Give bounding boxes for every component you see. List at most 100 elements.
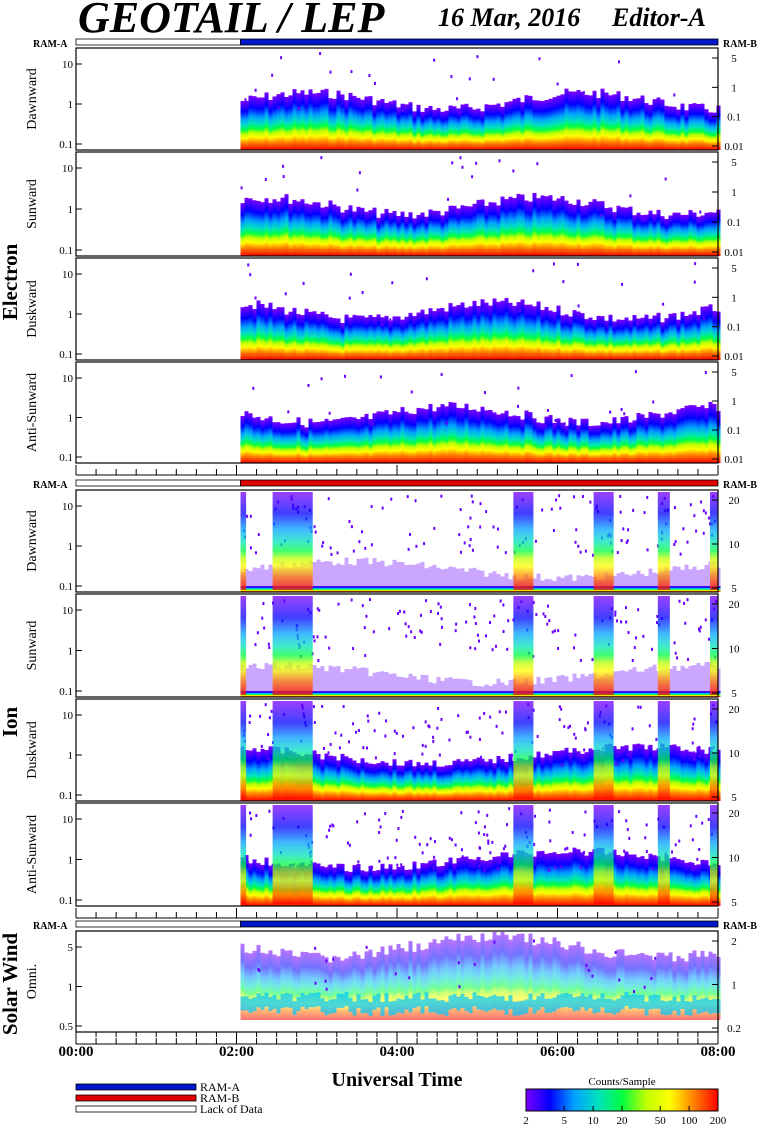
spectrogram-column (560, 691, 565, 697)
spectrogram-column (572, 847, 577, 906)
spectrogram-column (260, 420, 265, 463)
spectrogram-column (616, 855, 621, 906)
spectrogram-column (380, 317, 385, 360)
spectrogram-column (256, 863, 261, 906)
burst-feature (240, 492, 247, 590)
spectrogram-column (296, 956, 301, 1020)
spectrogram-column (252, 200, 257, 256)
spectrogram-column (556, 854, 561, 906)
scatter-dot (432, 735, 435, 739)
scatter-dot (692, 862, 695, 866)
spectrogram-column (248, 198, 253, 256)
panel-frame (75, 47, 719, 151)
x-axis-label: Universal Time (332, 1069, 463, 1091)
right-tick-label: 0.1 (727, 112, 741, 124)
spectrogram-column (484, 576, 489, 586)
spectrogram-column (640, 414, 645, 463)
spectrogram-column (248, 571, 253, 586)
scatter-dot (460, 550, 463, 554)
spectrogram-column (648, 667, 653, 691)
x-tick-label: 02:00 (219, 1044, 254, 1060)
panel-label: Sunward (25, 621, 40, 671)
spectrogram-column (448, 691, 453, 697)
scatter-dot (379, 825, 382, 829)
panel-label: Anti-Sunward (25, 373, 40, 452)
spectrogram-column (632, 420, 637, 463)
spectrogram-column (536, 586, 541, 592)
scatter-dot (542, 612, 545, 616)
spectrogram-column (628, 854, 633, 906)
scatter-dot (637, 608, 640, 612)
scatter-dot (332, 824, 335, 828)
scatter-dot (557, 646, 560, 650)
spectrogram-column (688, 314, 693, 360)
scatter-dot (626, 539, 629, 543)
scatter-dot (320, 377, 323, 381)
spectrogram-column (380, 411, 385, 463)
spectrogram-column (384, 993, 389, 1008)
scatter-dot (246, 514, 249, 518)
spectrogram-column (480, 691, 485, 697)
spectrogram-column (596, 315, 601, 360)
spectrogram-column (280, 948, 285, 1020)
spectrogram-column (392, 210, 397, 256)
spectrogram-column (372, 956, 377, 1020)
spectrogram-column (336, 863, 341, 906)
scatter-dot (403, 610, 406, 614)
spectrogram-column (548, 677, 553, 691)
spectrogram-column (576, 199, 581, 256)
scatter-dot (480, 755, 483, 759)
spectrogram-column (240, 100, 245, 150)
scatter-dot (398, 609, 401, 613)
scatter-dot (512, 169, 515, 173)
scatter-dot (356, 820, 359, 824)
left-tick-label: 0.1 (59, 452, 73, 464)
burst-feature (593, 596, 614, 695)
right-tick-label: 1 (731, 187, 737, 199)
scatter-dot (354, 730, 357, 734)
spectrogram-column (436, 691, 441, 697)
spectrogram-column (268, 865, 273, 906)
left-tick-label: 0.1 (59, 349, 73, 361)
spectrogram-column (376, 561, 381, 586)
scatter-dot (702, 316, 705, 320)
spectrogram-column (320, 759, 325, 801)
spectrogram-column (464, 103, 469, 150)
spectrogram-column (632, 667, 637, 691)
right-tick-label: 0.01 (724, 247, 743, 259)
spectrogram-column (472, 409, 477, 463)
scatter-dot (689, 503, 692, 507)
scatter-dot (393, 729, 396, 733)
left-tick-label: 10 (62, 814, 74, 826)
burst-feature (593, 701, 614, 799)
spectrogram-column (432, 760, 437, 801)
spectrogram-column (632, 854, 637, 906)
x-tick-label: 08:00 (701, 1044, 736, 1060)
spectrogram-column (432, 939, 437, 1020)
spectrogram-column (360, 958, 365, 1020)
left-tick-label: 10 (62, 710, 74, 722)
spectrogram-column (320, 89, 325, 150)
spectrogram-column (680, 103, 685, 150)
spectrogram-column (476, 691, 481, 697)
spectrogram-column (692, 103, 697, 150)
spectrogram-column (592, 999, 597, 1014)
spectrogram-column (392, 411, 397, 463)
spectrogram-column (484, 104, 489, 150)
scatter-dot (267, 642, 270, 646)
spectrogram-column (584, 319, 589, 360)
scatter-dot (429, 837, 432, 841)
spectrogram-column (652, 691, 657, 697)
spectrogram-column (608, 95, 613, 150)
spectrogram-column (324, 753, 329, 801)
scatter-dot (673, 641, 676, 645)
spectrogram-column (356, 668, 361, 691)
spectrogram-column (360, 999, 365, 1014)
spectrogram-column (680, 665, 685, 691)
spectrogram-column (252, 997, 257, 1012)
spectrogram-column (560, 315, 565, 360)
spectrogram-column (432, 210, 437, 256)
spectrogram-column (484, 684, 489, 691)
spectrogram-column (652, 315, 657, 360)
